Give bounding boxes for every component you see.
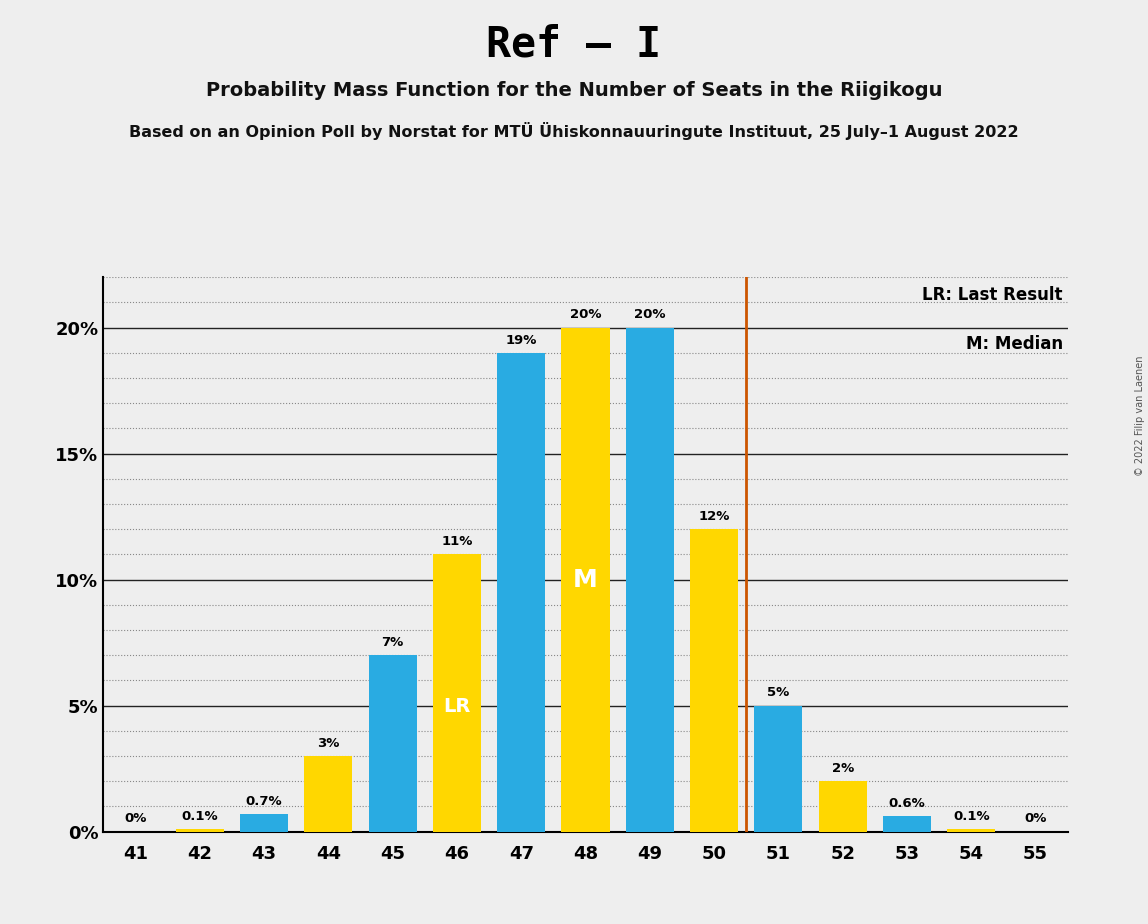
Text: M: Median: M: Median <box>965 335 1063 353</box>
Bar <box>819 781 867 832</box>
Text: 7%: 7% <box>381 636 404 649</box>
Text: 5%: 5% <box>767 687 790 699</box>
Bar <box>626 328 674 832</box>
Text: 0.1%: 0.1% <box>181 809 218 822</box>
Text: 0%: 0% <box>1024 812 1047 825</box>
Text: © 2022 Filip van Laenen: © 2022 Filip van Laenen <box>1135 356 1145 476</box>
Text: 0.7%: 0.7% <box>246 795 282 808</box>
Bar <box>240 814 288 832</box>
Text: Based on an Opinion Poll by Norstat for MTÜ Ühiskonnauuringute Instituut, 25 Jul: Based on an Opinion Poll by Norstat for … <box>130 122 1018 140</box>
Bar <box>497 353 545 832</box>
Bar <box>947 829 995 832</box>
Bar <box>754 706 802 832</box>
Text: LR: Last Result: LR: Last Result <box>922 286 1063 303</box>
Text: LR: LR <box>443 698 471 716</box>
Text: 11%: 11% <box>441 535 473 548</box>
Text: 2%: 2% <box>831 762 854 775</box>
Text: 3%: 3% <box>317 736 340 749</box>
Text: 20%: 20% <box>569 309 602 322</box>
Text: Ref – I: Ref – I <box>487 23 661 65</box>
Text: Probability Mass Function for the Number of Seats in the Riigikogu: Probability Mass Function for the Number… <box>205 81 943 101</box>
Text: 0.1%: 0.1% <box>953 809 990 822</box>
Text: 0.6%: 0.6% <box>889 797 925 810</box>
Bar <box>176 829 224 832</box>
Bar <box>561 328 610 832</box>
Text: M: M <box>573 567 598 591</box>
Text: 0%: 0% <box>124 812 147 825</box>
Bar <box>369 655 417 832</box>
Text: 19%: 19% <box>505 334 537 346</box>
Text: 12%: 12% <box>698 510 730 523</box>
Text: 20%: 20% <box>634 309 666 322</box>
Bar <box>433 554 481 832</box>
Bar <box>304 756 352 832</box>
Bar <box>883 817 931 832</box>
Bar <box>690 529 738 832</box>
